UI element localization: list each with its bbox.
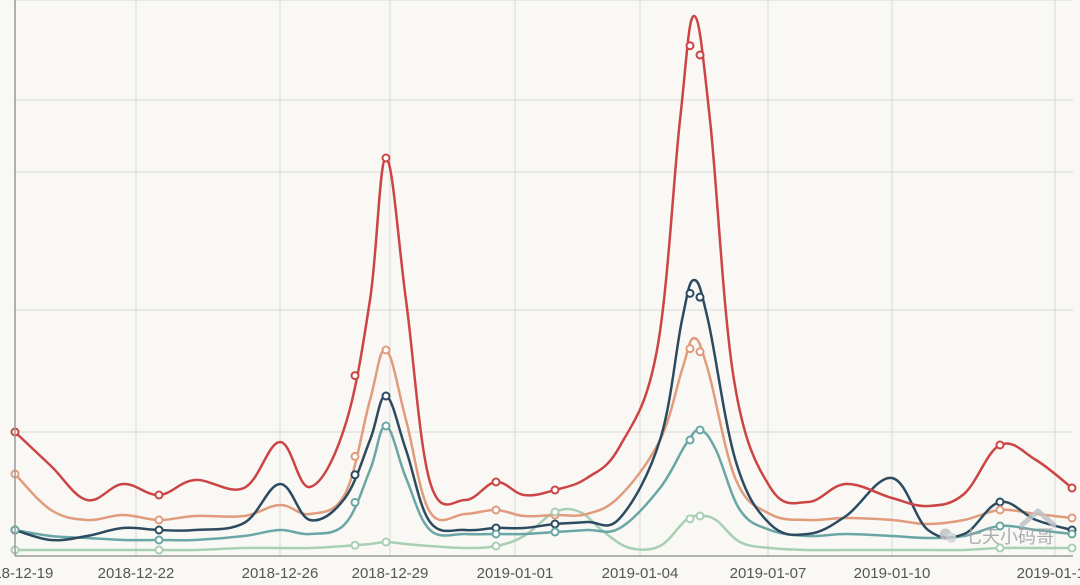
marker bbox=[697, 294, 704, 301]
series-group bbox=[15, 16, 1072, 550]
x-tick-label: 2019-01-04 bbox=[602, 565, 679, 582]
marker bbox=[697, 427, 704, 434]
marker bbox=[493, 479, 500, 486]
line-chart: 2018-12-19 2018-12-22 2018-12-26 2018-12-29… bbox=[0, 0, 1080, 585]
marker bbox=[156, 537, 163, 544]
marker bbox=[997, 507, 1004, 514]
marker bbox=[552, 521, 559, 528]
markers-group bbox=[12, 42, 1076, 553]
marker bbox=[383, 347, 390, 354]
series-red bbox=[15, 16, 1072, 506]
x-tick-label: 2018-12-19 bbox=[0, 565, 53, 582]
marker bbox=[352, 542, 359, 549]
grid bbox=[15, 0, 1073, 556]
marker bbox=[997, 523, 1004, 530]
marker bbox=[493, 507, 500, 514]
axes bbox=[15, 0, 1073, 556]
marker bbox=[687, 515, 694, 522]
x-tick-label: 2019-01-10 bbox=[854, 565, 931, 582]
marker bbox=[383, 155, 390, 162]
x-tick-label: 2019-01-07 bbox=[730, 565, 807, 582]
marker bbox=[552, 529, 559, 536]
marker bbox=[156, 547, 163, 554]
marker bbox=[687, 290, 694, 297]
marker bbox=[697, 52, 704, 59]
marker bbox=[383, 539, 390, 546]
marker bbox=[352, 471, 359, 478]
marker bbox=[352, 499, 359, 506]
marker bbox=[1069, 531, 1076, 538]
marker bbox=[687, 42, 694, 49]
marker bbox=[552, 509, 559, 516]
x-ticks: 2018-12-19 2018-12-22 2018-12-26 2018-12-29… bbox=[0, 565, 1080, 582]
x-tick-label: 2019-01-01 bbox=[477, 565, 554, 582]
marker bbox=[552, 487, 559, 494]
marker bbox=[697, 513, 704, 520]
marker bbox=[697, 348, 704, 355]
marker bbox=[493, 543, 500, 550]
series-navy bbox=[15, 280, 1072, 540]
marker bbox=[1069, 545, 1076, 552]
marker bbox=[383, 423, 390, 430]
x-tick-label: 2018-12-29 bbox=[352, 565, 429, 582]
marker bbox=[1069, 485, 1076, 492]
marker bbox=[383, 393, 390, 400]
marker bbox=[1069, 515, 1076, 522]
marker bbox=[687, 345, 694, 352]
marker bbox=[352, 453, 359, 460]
marker bbox=[997, 442, 1004, 449]
marker bbox=[156, 492, 163, 499]
marker bbox=[352, 372, 359, 379]
marker bbox=[687, 437, 694, 444]
marker bbox=[156, 517, 163, 524]
x-tick-label: 2018-12-22 bbox=[98, 565, 175, 582]
series-orange bbox=[15, 338, 1072, 524]
marker bbox=[997, 499, 1004, 506]
x-tick-label: 2018-12-26 bbox=[242, 565, 319, 582]
x-tick-label: 2019-01-15 bbox=[1017, 565, 1080, 582]
marker bbox=[997, 545, 1004, 552]
chart-svg: 2018-12-19 2018-12-22 2018-12-26 2018-12-29… bbox=[0, 0, 1080, 585]
marker bbox=[493, 531, 500, 538]
marker bbox=[156, 527, 163, 534]
